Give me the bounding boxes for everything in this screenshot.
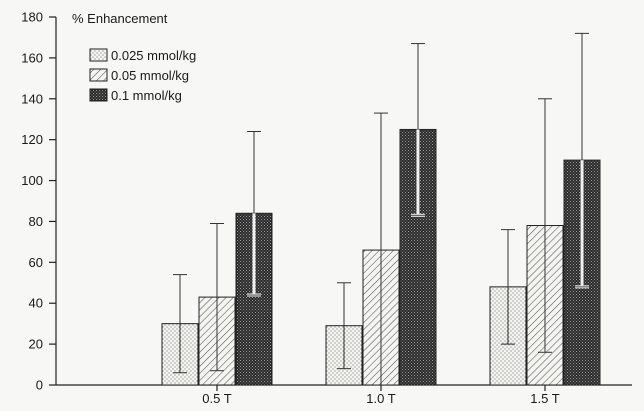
x-tick-label: 1.5 T	[530, 391, 559, 406]
legend-swatch	[89, 48, 108, 62]
legend-swatch	[89, 68, 108, 82]
y-tick-label: 140	[21, 91, 43, 106]
legend-swatch	[89, 88, 108, 102]
y-tick-label: 20	[29, 337, 43, 352]
error-bars	[173, 32, 589, 386]
legend-label: 0.025 mmol/kg	[111, 48, 196, 63]
legend-label: 0.1 mmol/kg	[111, 88, 182, 103]
y-tick-label: 60	[29, 255, 43, 270]
y-tick-label: 80	[29, 214, 43, 229]
y-tick-label: 160	[21, 50, 43, 65]
y-tick-label: 0	[36, 378, 43, 393]
y-tick-label: 40	[29, 296, 43, 311]
y-tick-label: 180	[21, 10, 43, 25]
axes: 0 20 40 60 80 100 120 140 160 180 0.5 T 1.0 T 1.5 T	[21, 10, 632, 406]
legend-label: 0.05 mmol/kg	[111, 68, 189, 83]
y-tick-label: 100	[21, 173, 43, 188]
y-tick-label: 120	[21, 132, 43, 147]
x-tick-label: 1.0 T	[366, 391, 395, 406]
y-axis-label: % Enhancement	[72, 11, 168, 26]
x-tick-label: 0.5 T	[202, 391, 231, 406]
legend: 0.025 mmol/kg 0.05 mmol/kg 0.1 mmol/kg	[89, 48, 196, 103]
